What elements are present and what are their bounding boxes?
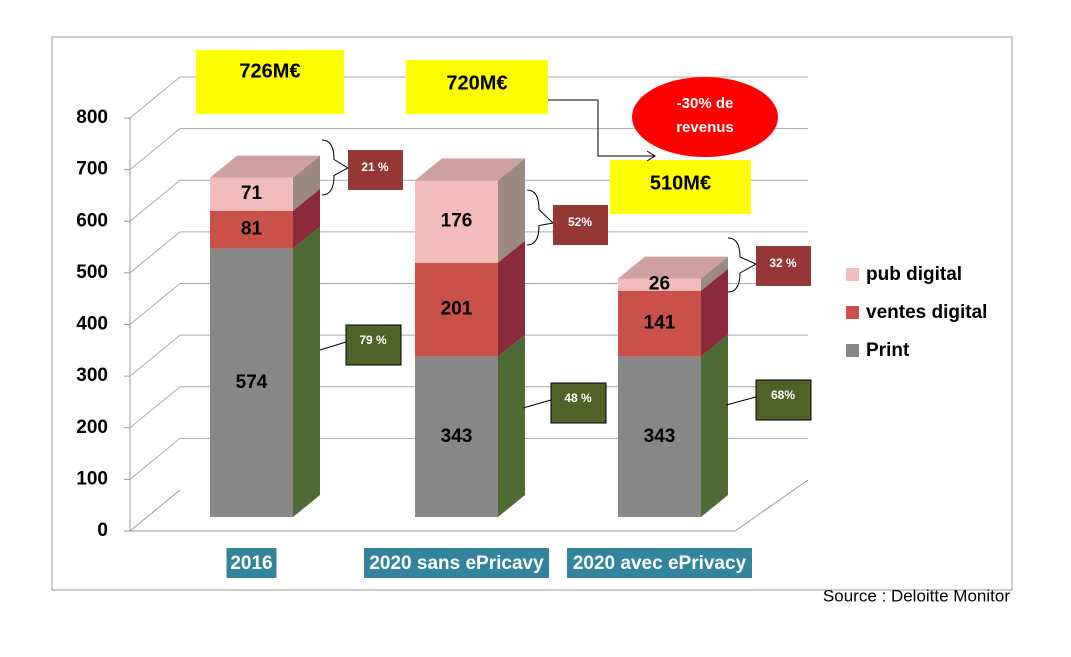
bar-side bbox=[498, 240, 525, 357]
total-box bbox=[406, 60, 548, 114]
bar-side bbox=[701, 256, 728, 291]
value-label: 176 bbox=[441, 211, 473, 232]
arrow bbox=[548, 99, 655, 157]
bar bbox=[210, 177, 293, 211]
share-arrow bbox=[725, 396, 757, 406]
y-tick-label: 400 bbox=[76, 314, 108, 335]
y-tick-label: 500 bbox=[76, 262, 108, 283]
share-box bbox=[756, 246, 811, 286]
total-label: 726M€ bbox=[239, 60, 300, 82]
value-label: 141 bbox=[644, 313, 676, 334]
legend-label: Print bbox=[866, 340, 910, 361]
bar bbox=[618, 290, 701, 357]
value-label: 343 bbox=[441, 426, 473, 447]
value-label: 81 bbox=[241, 219, 263, 240]
bar-side bbox=[701, 334, 728, 517]
y-tick-label: 100 bbox=[76, 468, 108, 489]
value-label: 574 bbox=[236, 372, 268, 393]
digital-share: 32 % bbox=[769, 256, 797, 270]
floor-back bbox=[129, 489, 181, 532]
x-tick-label: 2020 sans ePricavy bbox=[369, 553, 544, 574]
grid-line bbox=[129, 283, 808, 325]
x-tick-label: 2020 avec ePrivacy bbox=[573, 553, 747, 574]
legend-swatch bbox=[846, 306, 859, 319]
bar-top bbox=[618, 256, 728, 279]
bar-side bbox=[293, 226, 320, 517]
total-box bbox=[610, 160, 751, 214]
bar-top bbox=[210, 155, 320, 178]
print-share: 48 % bbox=[564, 391, 592, 405]
print-share: 68% bbox=[771, 388, 795, 402]
grid-line bbox=[129, 334, 808, 377]
callout-label: -30% de bbox=[677, 95, 734, 112]
y-tick-label: 200 bbox=[76, 417, 108, 438]
total-label: 510M€ bbox=[650, 172, 711, 194]
value-label: 201 bbox=[441, 299, 473, 320]
bar bbox=[210, 210, 293, 249]
digital-share: 21 % bbox=[361, 160, 389, 174]
legend-label: pub digital bbox=[866, 264, 962, 285]
bar-side bbox=[498, 334, 525, 517]
share-box bbox=[550, 382, 607, 424]
category-box bbox=[567, 548, 752, 578]
y-tick-label: 300 bbox=[76, 365, 108, 386]
value-label: 343 bbox=[644, 426, 676, 447]
x-tick-label: 2016 bbox=[230, 553, 272, 574]
category-box bbox=[226, 548, 277, 578]
arrow-head bbox=[646, 150, 656, 162]
grid-line bbox=[129, 128, 808, 171]
bar-side bbox=[293, 155, 320, 211]
total-box bbox=[196, 50, 344, 114]
source: Source : Deloitte Monitor bbox=[823, 586, 1010, 605]
y-tick-label: 800 bbox=[76, 107, 108, 128]
bar bbox=[618, 278, 701, 291]
share-box bbox=[755, 379, 812, 421]
legend-swatch bbox=[846, 344, 859, 357]
grid-line bbox=[129, 76, 808, 119]
callout-ellipse bbox=[632, 77, 778, 157]
category-box bbox=[364, 548, 549, 578]
bar bbox=[415, 356, 498, 517]
share-box bbox=[345, 324, 402, 366]
bar-top bbox=[415, 158, 525, 181]
y-tick-label: 0 bbox=[97, 520, 108, 541]
legend-label: ventes digital bbox=[866, 302, 987, 323]
grid-line bbox=[129, 437, 808, 480]
value-label: 26 bbox=[649, 274, 670, 295]
bar-side bbox=[498, 158, 525, 263]
grid-line bbox=[129, 179, 808, 222]
y-tick-label: 600 bbox=[76, 210, 108, 231]
print-share: 79 % bbox=[359, 333, 387, 347]
share-arrow bbox=[522, 399, 552, 409]
bar bbox=[618, 356, 701, 517]
bar bbox=[210, 248, 293, 517]
digital-share: 52% bbox=[568, 215, 592, 229]
share-box bbox=[553, 205, 608, 245]
share-box bbox=[348, 150, 403, 190]
value-label: 71 bbox=[241, 183, 263, 204]
callout-label: revenus bbox=[676, 119, 734, 136]
legend-swatch bbox=[846, 268, 859, 281]
bar-side bbox=[293, 188, 320, 249]
bar bbox=[415, 180, 498, 263]
bar bbox=[415, 262, 498, 357]
total-label: 720M€ bbox=[446, 72, 507, 94]
share-arrow bbox=[319, 341, 347, 351]
bar-side bbox=[701, 268, 728, 357]
y-tick-label: 700 bbox=[76, 159, 108, 180]
